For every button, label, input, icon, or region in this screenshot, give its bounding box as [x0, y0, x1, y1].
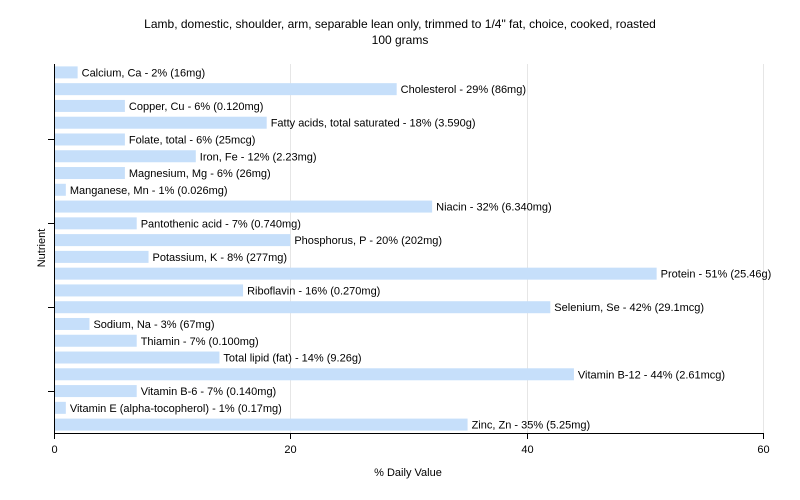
- bar-pantothenic-acid: [55, 217, 137, 230]
- bar-zinc-zn: [55, 418, 468, 431]
- bar-label: Niacin - 32% (6.340mg): [436, 202, 552, 214]
- bar-selenium-se: [55, 301, 551, 314]
- bar-label: Folate, total - 6% (25mcg): [129, 134, 256, 146]
- bar-label: Magnesium, Mg - 6% (26mg): [129, 168, 271, 180]
- x-tick-label: 40: [521, 444, 533, 456]
- bar-label: Vitamin B-12 - 44% (2.61mcg): [578, 369, 725, 381]
- bar-label: Manganese, Mn - 1% (0.026mg): [70, 185, 228, 197]
- bar-label: Zinc, Zn - 35% (5.25mg): [472, 420, 591, 432]
- bar-label: Riboflavin - 16% (0.270mg): [247, 285, 380, 297]
- axes: 0 20 40 60: [48, 64, 770, 456]
- bar-thiamin: [55, 334, 137, 347]
- bar-label: Iron, Fe - 12% (2.23mg): [200, 151, 317, 163]
- bar-label: Calcium, Ca - 2% (16mg): [82, 67, 205, 79]
- bar-cholesterol: [55, 83, 397, 96]
- bar-label: Fatty acids, total saturated - 18% (3.59…: [271, 118, 476, 130]
- bar-label: Cholesterol - 29% (86mg): [401, 84, 526, 96]
- bar-label: Phosphorus, P - 20% (202mg): [294, 235, 442, 247]
- bar-magnesium-mg: [55, 167, 125, 180]
- bar-copper-cu: [55, 99, 125, 112]
- bar-potassium-k: [55, 250, 149, 263]
- bar-niacin: [55, 200, 433, 213]
- chart-title: Lamb, domestic, shoulder, arm, separable…: [0, 16, 800, 48]
- chart-title-line: Lamb, domestic, shoulder, arm, separable…: [144, 17, 656, 31]
- bar-fatty-acids-total-saturated: [55, 116, 267, 129]
- bar-label: Total lipid (fat) - 14% (9.26g): [223, 353, 361, 365]
- bar-label: Pantothenic acid - 7% (0.740mg): [141, 218, 301, 230]
- y-axis-title: Nutrient: [36, 229, 48, 268]
- bar-label: Sodium, Na - 3% (67mg): [93, 319, 214, 331]
- bar-total-lipid-fat: [55, 351, 220, 364]
- bar-riboflavin: [55, 284, 244, 297]
- bar-label: Protein - 51% (25.46g): [661, 269, 772, 281]
- bar-label: Selenium, Se - 42% (29.1mcg): [554, 302, 704, 314]
- bars: [55, 66, 657, 431]
- bar-vitamin-b-6: [55, 385, 137, 398]
- bar-label: Thiamin - 7% (0.100mg): [141, 336, 259, 348]
- x-tick-label: 0: [51, 444, 57, 456]
- bar-vitamin-e-alpha-tocopherol: [55, 401, 66, 414]
- bar-phosphorus-p: [55, 234, 291, 247]
- bar-vitamin-b-12: [55, 368, 574, 381]
- bar-folate-total: [55, 133, 125, 146]
- bar-calcium-ca: [55, 66, 78, 79]
- bar-label: Copper, Cu - 6% (0.120mg): [129, 101, 264, 113]
- x-axis-title: % Daily Value: [374, 467, 442, 479]
- bar-sodium-na: [55, 317, 90, 330]
- x-tick-label: 60: [757, 444, 769, 456]
- x-tick-label: 20: [284, 444, 296, 456]
- bar-iron-fe: [55, 150, 196, 163]
- bar-protein: [55, 267, 657, 280]
- bar-label: Potassium, K - 8% (277mg): [153, 252, 287, 264]
- bar-label: Vitamin B-6 - 7% (0.140mg): [141, 386, 277, 398]
- bar-label: Vitamin E (alpha-tocopherol) - 1% (0.17m…: [70, 403, 282, 415]
- bar-labels: Calcium, Ca - 2% (16mg) Cholesterol - 29%…: [70, 67, 772, 431]
- chart-subtitle: 100 grams: [371, 33, 429, 47]
- bar-manganese-mn: [55, 183, 66, 196]
